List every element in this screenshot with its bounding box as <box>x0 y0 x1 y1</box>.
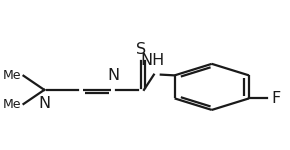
Text: NH: NH <box>140 53 165 68</box>
Text: F: F <box>271 91 280 106</box>
Text: N: N <box>107 68 119 83</box>
Text: Me: Me <box>2 69 21 81</box>
Text: Me: Me <box>2 98 21 111</box>
Text: N: N <box>38 96 50 111</box>
Text: S: S <box>136 42 146 57</box>
